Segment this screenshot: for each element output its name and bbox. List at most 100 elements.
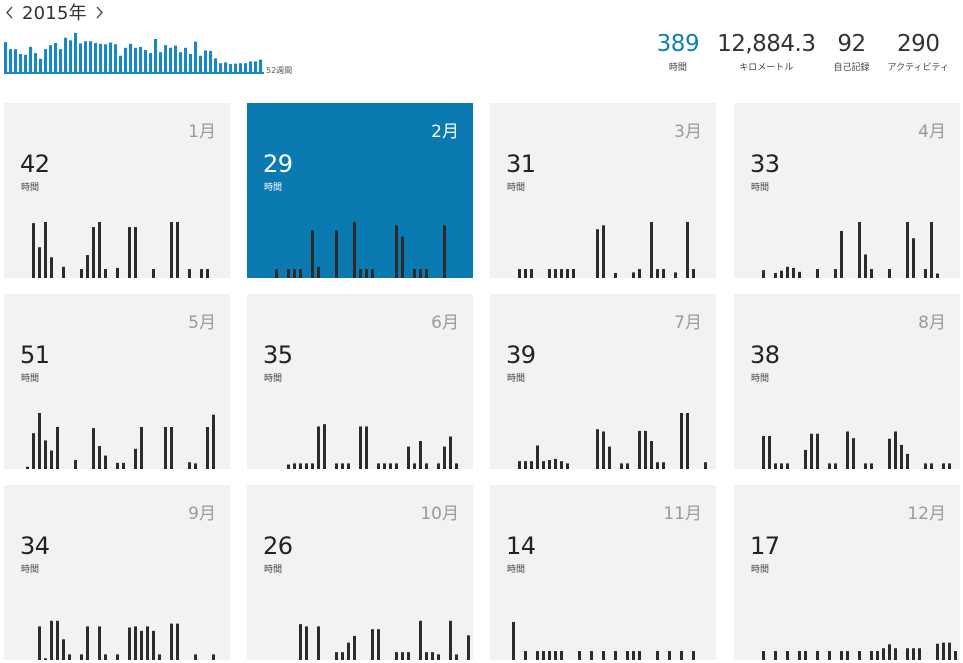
week-bar — [19, 53, 23, 72]
day-bar — [98, 446, 101, 469]
day-bar — [311, 230, 314, 278]
day-bar — [311, 463, 314, 469]
day-bar — [572, 269, 575, 278]
day-bar — [305, 626, 308, 660]
day-bar — [810, 433, 813, 469]
week-bar — [259, 59, 263, 72]
month-hours: 33 — [750, 150, 780, 178]
day-bar — [335, 652, 338, 660]
week-bar — [244, 63, 248, 72]
day-bar — [674, 272, 677, 278]
day-bar — [395, 225, 398, 278]
month-card[interactable]: 4月 33 時間 — [734, 103, 960, 278]
day-bar — [188, 269, 191, 278]
day-bar — [26, 466, 29, 469]
week-bar — [219, 63, 223, 72]
hours-unit: 時間 — [751, 183, 770, 193]
day-bar — [632, 651, 635, 660]
day-bar — [335, 230, 338, 278]
stat-distance[interactable]: 12,884.3 キロメートル — [717, 30, 816, 73]
day-bar — [816, 651, 819, 660]
day-bar — [614, 651, 617, 660]
day-bar — [50, 257, 53, 278]
weekly-hours-chart[interactable] — [4, 28, 264, 74]
month-card[interactable]: 11月 14 時間 — [490, 485, 716, 660]
day-bar — [164, 427, 167, 469]
week-bar — [119, 55, 123, 72]
month-hours: 29 — [263, 150, 293, 178]
stat-hours[interactable]: 389 時間 — [656, 30, 700, 73]
day-bar — [632, 272, 635, 278]
next-year-button[interactable] — [91, 1, 109, 23]
week-bar — [29, 46, 33, 72]
day-bar — [128, 227, 131, 278]
day-bar — [188, 462, 191, 469]
day-bar — [590, 651, 593, 660]
day-bar — [780, 463, 783, 469]
day-bar — [650, 441, 653, 469]
day-bar — [858, 222, 861, 278]
stat-personal-records[interactable]: 92 自己記録 — [834, 30, 870, 73]
day-bar — [888, 438, 891, 469]
hours-unit: 時間 — [21, 374, 40, 384]
day-bar — [518, 461, 521, 469]
week-bar — [34, 53, 38, 72]
week-bar — [204, 50, 208, 72]
day-bar — [786, 266, 789, 278]
month-card[interactable]: 10月 26 時間 — [247, 485, 473, 660]
month-card[interactable]: 2月 29 時間 — [247, 103, 473, 278]
month-name: 1月 — [188, 122, 216, 142]
month-card[interactable]: 1月 42 時間 — [4, 103, 230, 278]
day-bar — [419, 441, 422, 469]
day-bar — [888, 269, 891, 278]
month-name: 2月 — [431, 122, 459, 142]
month-card[interactable]: 7月 39 時間 — [490, 294, 716, 469]
day-bar — [425, 652, 428, 660]
day-bar — [38, 413, 41, 469]
month-card[interactable]: 3月 31 時間 — [490, 103, 716, 278]
week-bar — [134, 47, 138, 72]
month-card[interactable]: 8月 38 時間 — [734, 294, 960, 469]
prev-year-button[interactable] — [0, 1, 18, 23]
day-bar — [656, 269, 659, 278]
daily-hours-chart — [32, 222, 209, 278]
day-bar — [608, 446, 611, 469]
stat-value: 290 — [897, 31, 940, 57]
day-bar — [662, 269, 665, 278]
month-card[interactable]: 9月 34 時間 — [4, 485, 230, 660]
daily-hours-chart — [275, 222, 446, 278]
day-bar — [365, 426, 368, 469]
day-bar — [692, 269, 695, 278]
day-bar — [293, 463, 296, 469]
chevron-right-icon — [96, 5, 104, 19]
day-bar — [942, 642, 945, 660]
day-bar — [44, 440, 47, 469]
week-bar — [254, 61, 258, 72]
day-bar — [116, 267, 119, 278]
day-bar — [50, 450, 53, 469]
day-bar — [194, 654, 197, 660]
month-card[interactable]: 12月 17 時間 — [734, 485, 960, 660]
day-bar — [864, 254, 867, 278]
month-card[interactable]: 5月 51 時間 — [4, 294, 230, 469]
week-bar — [234, 63, 238, 72]
week-bar — [224, 62, 228, 72]
day-bar — [305, 463, 308, 469]
stat-value: 389 — [656, 31, 700, 57]
day-bar — [560, 269, 563, 278]
day-bar — [870, 651, 873, 660]
week-bar — [149, 53, 153, 72]
day-bar — [359, 426, 362, 469]
stat-activities[interactable]: 290 アクティビティ — [888, 30, 949, 73]
month-card[interactable]: 6月 35 時間 — [247, 294, 473, 469]
week-bar — [179, 52, 183, 72]
day-bar — [894, 431, 897, 469]
stat-value: 92 — [837, 31, 866, 57]
month-hours: 51 — [20, 341, 50, 369]
day-bar — [840, 651, 843, 660]
week-bar — [129, 43, 133, 72]
month-hours: 39 — [506, 341, 536, 369]
day-bar — [407, 652, 410, 660]
day-bar — [656, 462, 659, 469]
month-name: 11月 — [663, 504, 702, 524]
